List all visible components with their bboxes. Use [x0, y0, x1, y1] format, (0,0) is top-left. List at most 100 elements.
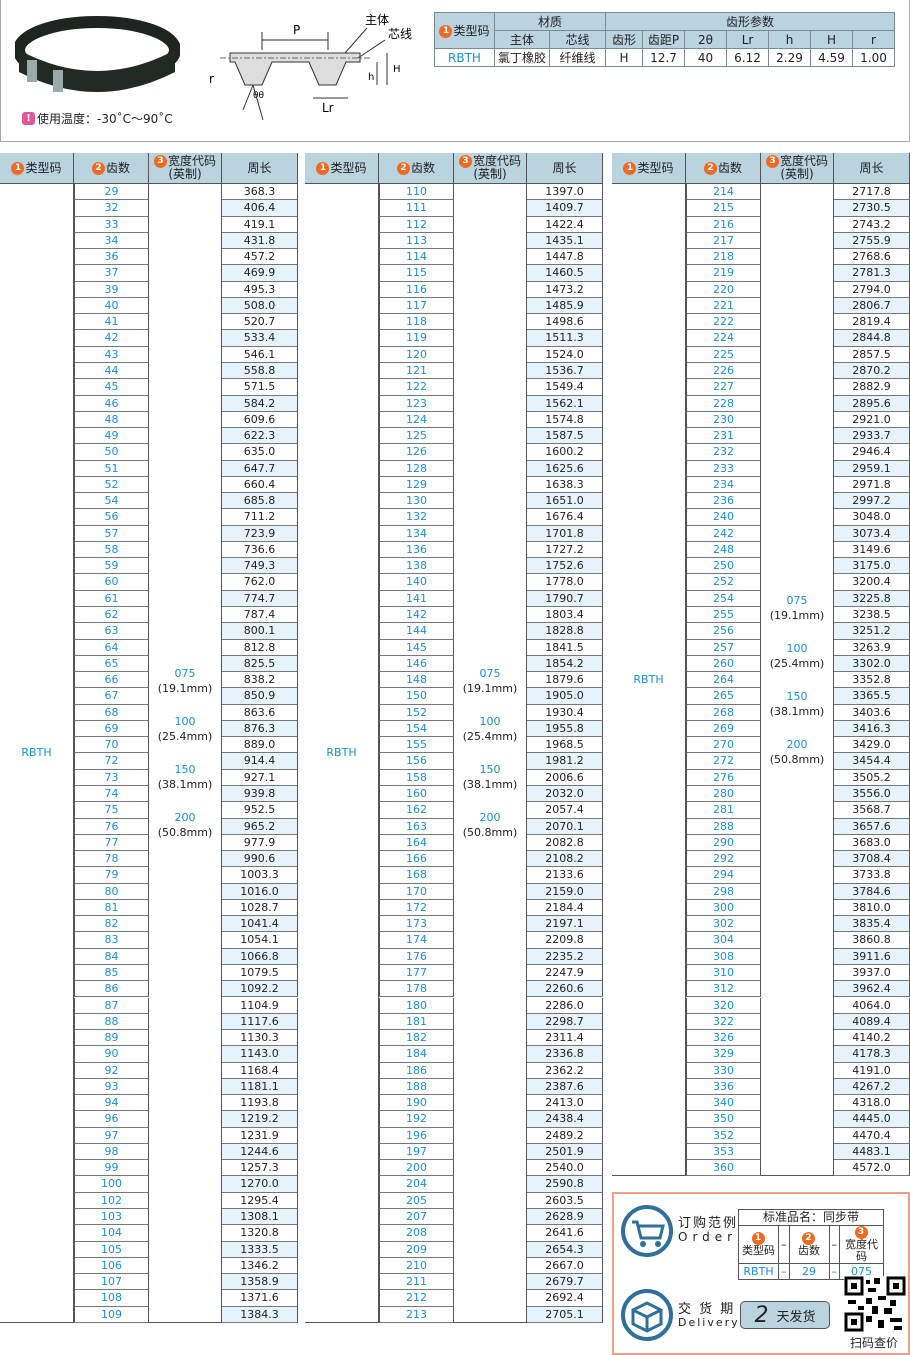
teeth-cell: 205: [379, 1192, 454, 1209]
perimeter-cell: 1600.2: [527, 444, 603, 461]
teeth-cell: 166: [379, 851, 454, 868]
perimeter-cell: 3860.8: [834, 932, 910, 949]
perimeter-cell: 863.6: [222, 704, 298, 721]
teeth-cell: 124: [379, 411, 454, 429]
perimeter-cell: 1803.4: [527, 607, 603, 624]
perimeter-cell: 927.1: [222, 769, 298, 786]
perimeter-cell: 2997.2: [834, 493, 910, 510]
teeth-cell: 304: [686, 932, 761, 949]
teeth-cell: 168: [379, 867, 454, 884]
teeth-cell: 50: [74, 444, 149, 461]
column-header: 2 齿数: [686, 153, 761, 184]
perimeter-cell: 3784.6: [834, 883, 910, 900]
teeth-cell: 300: [686, 899, 761, 917]
teeth-cell: 121: [379, 362, 454, 380]
teeth-cell: 107: [74, 1274, 149, 1291]
perimeter-cell: 3454.4: [834, 753, 910, 770]
teeth-cell: 62: [74, 607, 149, 624]
teeth-cell: 128: [379, 460, 454, 477]
teeth-cell: 45: [74, 379, 149, 396]
order-example-table: 标准品名：同步带 1 类型码 –2 齿数 –3 宽度代码 RBTH –29–075: [738, 1209, 884, 1280]
width-code: 200 (50.8mm): [462, 810, 518, 839]
teeth-cell: 138: [379, 558, 454, 575]
perimeter-cell: 2667.0: [527, 1257, 603, 1275]
teeth-cell: 330: [686, 1062, 761, 1079]
perimeter-cell: 1066.8: [222, 948, 298, 965]
teeth-cell: 39: [74, 281, 149, 298]
teeth-cell: 302: [686, 916, 761, 933]
teeth-cell: 320: [686, 997, 761, 1014]
perimeter-cell: 3556.0: [834, 785, 910, 803]
perimeter-cell: 711.2: [222, 509, 298, 526]
perimeter-cell: 1028.7: [222, 899, 298, 917]
teeth-cell: 108: [74, 1290, 149, 1307]
perimeter-cell: 889.0: [222, 737, 298, 754]
perimeter-cell: 1587.5: [527, 428, 603, 445]
teeth-cell: 242: [686, 525, 761, 542]
teeth-cell: 208: [379, 1225, 454, 1242]
perimeter-cell: 4318.0: [834, 1095, 910, 1112]
teeth-cell: 268: [686, 704, 761, 721]
perimeter-cell: 914.4: [222, 753, 298, 770]
perimeter-cell: 2413.0: [527, 1095, 603, 1112]
perimeter-cell: 3048.0: [834, 509, 910, 526]
teeth-cell: 211: [379, 1274, 454, 1291]
perimeter-cell: 2108.2: [527, 851, 603, 868]
perimeter-cell: 1295.4: [222, 1192, 298, 1209]
perimeter-cell: 1130.3: [222, 1030, 298, 1047]
perimeter-cell: 2260.6: [527, 981, 603, 998]
perimeter-cell: 2895.6: [834, 395, 910, 412]
perimeter-cell: 1371.6: [222, 1290, 298, 1307]
teeth-cell: 188: [379, 1078, 454, 1096]
type-code-cell: RBTH: [305, 184, 379, 1323]
teeth-cell: 49: [74, 428, 149, 445]
teeth-cell: 61: [74, 590, 149, 608]
perimeter-cell: 2730.5: [834, 200, 910, 217]
perimeter-cell: 1778.0: [527, 574, 603, 591]
svg-text:θθ: θθ: [253, 91, 265, 101]
teeth-cell: 298: [686, 883, 761, 900]
teeth-cell: 197: [379, 1143, 454, 1161]
perimeter-cell: 419.1: [222, 216, 298, 233]
perimeter-cell: 1422.4: [527, 216, 603, 233]
teeth-cell: 280: [686, 785, 761, 803]
perimeter-cell: 1625.6: [527, 460, 603, 477]
perimeter-cell: 1473.2: [527, 281, 603, 298]
teeth-cell: 140: [379, 574, 454, 591]
perimeter-cell: 3263.9: [834, 639, 910, 656]
teeth-cell: 290: [686, 834, 761, 852]
perimeter-cell: 3657.6: [834, 818, 910, 835]
teeth-cell: 294: [686, 867, 761, 884]
teeth-cell: 310: [686, 964, 761, 982]
teeth-cell: 104: [74, 1225, 149, 1242]
perimeter-cell: 2882.9: [834, 379, 910, 396]
perimeter-cell: 431.8: [222, 232, 298, 250]
perimeter-cell: 406.4: [222, 200, 298, 217]
perimeter-cell: 3149.6: [834, 541, 910, 559]
svg-text:h: h: [368, 72, 374, 83]
perimeter-cell: 939.8: [222, 785, 298, 803]
teeth-cell: 224: [686, 330, 761, 347]
teeth-cell: 336: [686, 1078, 761, 1096]
teeth-cell: 148: [379, 672, 454, 689]
perimeter-cell: 812.8: [222, 639, 298, 656]
teeth-cell: 155: [379, 737, 454, 754]
perimeter-cell: 495.3: [222, 281, 298, 298]
teeth-cell: 67: [74, 688, 149, 705]
teeth-cell: 41: [74, 314, 149, 331]
teeth-cell: 312: [686, 981, 761, 998]
teeth-cell: 215: [686, 200, 761, 217]
teeth-cell: 234: [686, 476, 761, 494]
teeth-cell: 270: [686, 737, 761, 754]
teeth-cell: 209: [379, 1241, 454, 1258]
qr-code[interactable]: [844, 1276, 906, 1332]
teeth-cell: 92: [74, 1062, 149, 1079]
teeth-cell: 65: [74, 655, 149, 673]
teeth-cell: 176: [379, 948, 454, 965]
teeth-cell: 34: [74, 232, 149, 250]
teeth-cell: 281: [686, 802, 761, 819]
perimeter-cell: 2679.7: [527, 1274, 603, 1291]
perimeter-cell: 1041.4: [222, 916, 298, 933]
teeth-cell: 207: [379, 1209, 454, 1226]
teeth-cell: 57: [74, 525, 149, 542]
